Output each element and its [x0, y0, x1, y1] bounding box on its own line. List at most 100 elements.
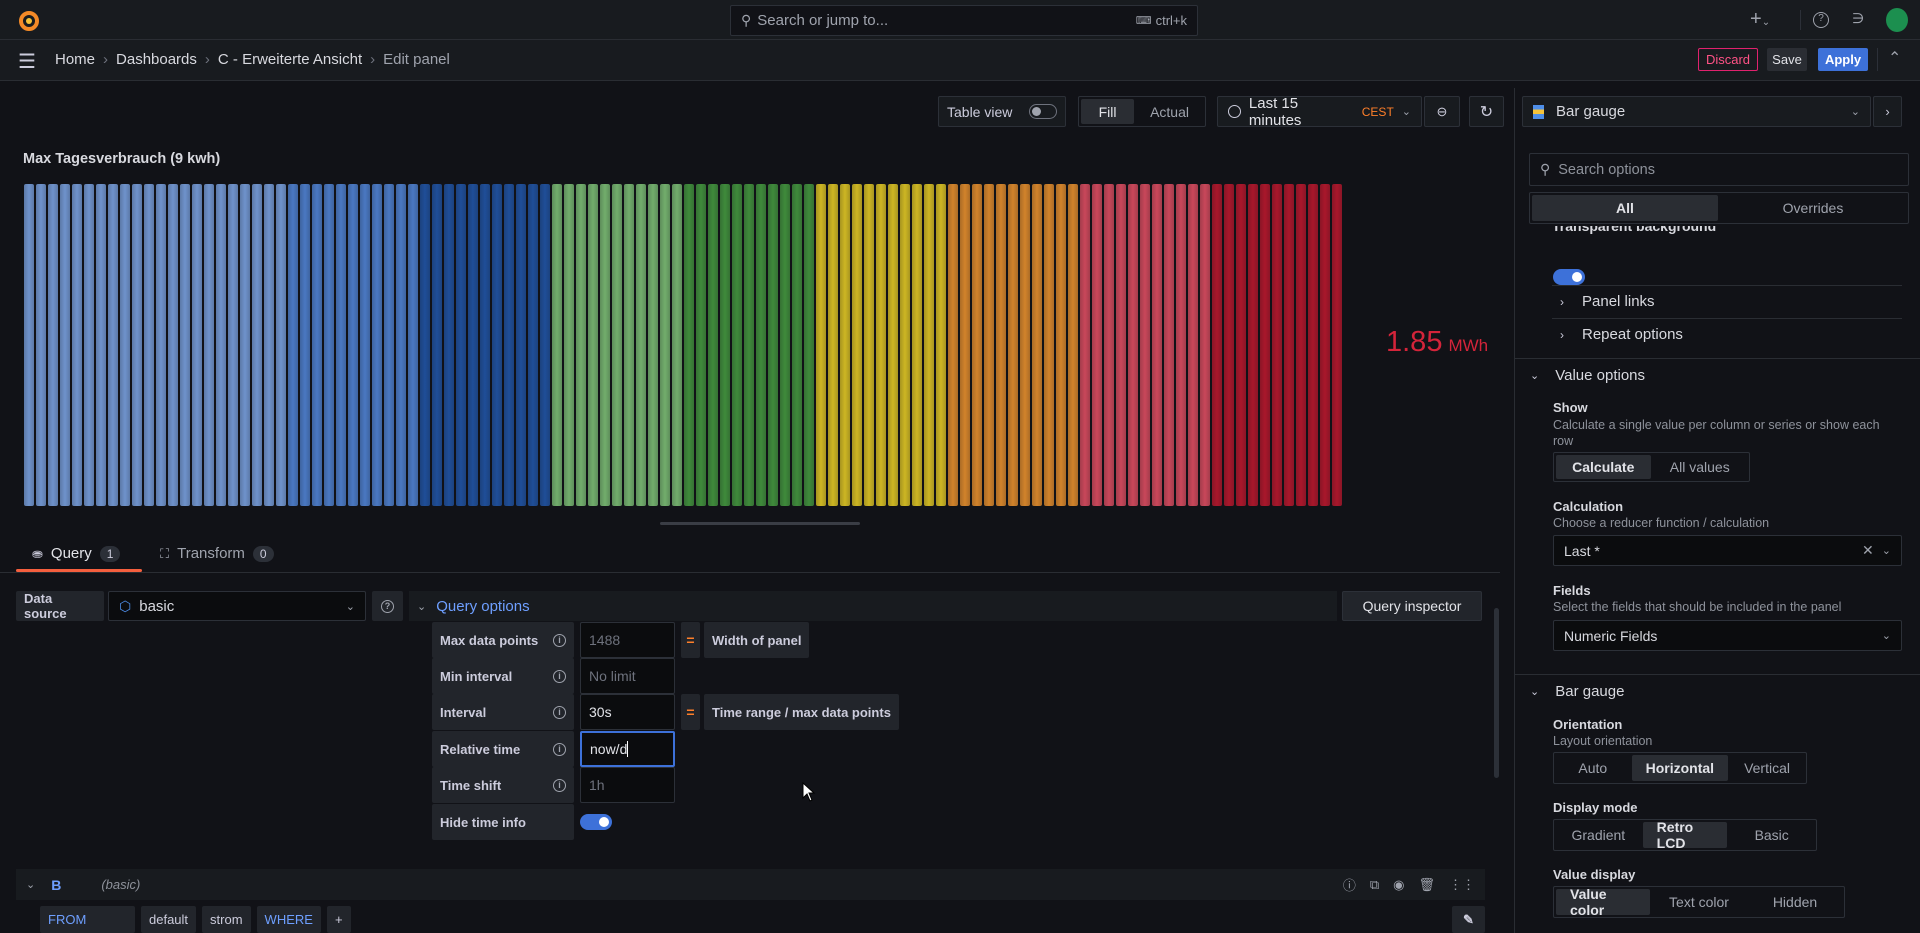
breadcrumb-dashboards[interactable]: Dashboards	[116, 51, 197, 68]
trash-icon[interactable]: 🗑	[1418, 876, 1435, 892]
calculation-label: Calculation	[1553, 499, 1624, 514]
value-unit: MWh	[1448, 336, 1489, 355]
query-inspector-button[interactable]: Query inspector	[1342, 591, 1482, 621]
display-retro-lcd[interactable]: Retro LCD	[1642, 819, 1728, 851]
panel-resize-handle[interactable]	[660, 522, 860, 525]
info-icon[interactable]: i	[553, 705, 566, 719]
option-input[interactable]: No limit	[580, 658, 675, 694]
menu-icon[interactable]: ☰	[18, 51, 36, 73]
chevron-down-icon[interactable]: ⌄	[26, 879, 36, 891]
chevron-up-icon[interactable]: ⌃	[1888, 50, 1902, 67]
rss-icon[interactable]: ∋	[1852, 10, 1865, 26]
info-icon[interactable]: i	[553, 742, 566, 756]
datasource-help-button[interactable]: ?	[372, 591, 403, 621]
gauge-cell	[1248, 184, 1258, 506]
info-icon[interactable]: i	[553, 669, 566, 683]
visualization-picker[interactable]: Bar gauge ⌄	[1522, 96, 1871, 127]
gauge-cell	[1140, 184, 1150, 506]
panel-links-section[interactable]: › Panel links	[1560, 293, 1655, 310]
toggle-switch[interactable]	[1029, 104, 1057, 119]
transparent-background-toggle[interactable]	[1553, 269, 1585, 285]
orientation-vertical[interactable]: Vertical	[1744, 760, 1790, 776]
edit-query-button[interactable]: ✎	[1452, 906, 1485, 933]
help-icon[interactable]: ?	[1813, 12, 1829, 28]
tab-transform[interactable]: ⛶ Transform 0	[160, 545, 274, 562]
breadcrumb-dashboard[interactable]: C - Erweiterte Ansicht	[217, 51, 363, 68]
query-row-b[interactable]: ⌄ B (basic) ⓘ ⧉ ◉ 🗑 ⋮⋮	[16, 869, 1485, 900]
gauge-cell	[1164, 184, 1174, 506]
info-icon[interactable]: i	[553, 778, 566, 792]
orientation-auto[interactable]: Auto	[1578, 760, 1608, 776]
save-button[interactable]: Save	[1767, 48, 1807, 71]
option-input[interactable]: 1488	[580, 622, 675, 658]
value-number: 1.85	[1386, 326, 1443, 358]
query-scrollbar[interactable]	[1494, 608, 1499, 778]
calculation-select[interactable]: Last * ✕ ⌄	[1553, 535, 1902, 566]
hide-time-info-toggle[interactable]	[580, 814, 612, 830]
option-input[interactable]: 1h	[580, 767, 675, 803]
info-icon[interactable]: i	[553, 633, 566, 647]
show-label: Show	[1553, 400, 1588, 415]
breadcrumb-home[interactable]: Home	[55, 51, 96, 68]
option-input[interactable]: 30s	[580, 694, 675, 730]
discard-button[interactable]: Discard	[1698, 48, 1758, 71]
value-display-radio[interactable]: Value color Text color Hidden	[1553, 886, 1845, 918]
gauge-cell	[708, 184, 718, 506]
tab-query[interactable]: ⛂ Query 1	[32, 545, 121, 562]
option-input[interactable]: now/d	[580, 731, 675, 767]
zoom-out-button[interactable]: ⊖	[1424, 96, 1460, 127]
gauge-cell	[1080, 184, 1090, 506]
fill-option[interactable]: Fill	[1081, 99, 1135, 124]
value-display-text-color[interactable]: Text color	[1669, 894, 1729, 910]
clear-icon[interactable]: ✕	[1862, 542, 1874, 558]
orientation-horizontal[interactable]: Horizontal	[1631, 755, 1729, 781]
avatar[interactable]	[1886, 8, 1908, 32]
repeat-options-section[interactable]: › Repeat options	[1560, 326, 1683, 343]
duplicate-icon[interactable]: ⧉	[1369, 876, 1380, 892]
actual-option[interactable]: Actual	[1150, 103, 1189, 120]
display-basic[interactable]: Basic	[1754, 827, 1789, 843]
collapse-options-button[interactable]: ›	[1873, 96, 1902, 127]
gauge-cell	[588, 184, 598, 506]
option-value: 1h	[589, 777, 605, 793]
gauge-cell	[684, 184, 694, 506]
bar-gauge-header[interactable]: ⌄ Bar gauge	[1530, 683, 1624, 700]
gauge-cell	[1104, 184, 1114, 506]
value-options-header[interactable]: ⌄ Value options	[1530, 367, 1645, 384]
options-tabs[interactable]: All Overrides	[1529, 192, 1909, 224]
fields-select[interactable]: Numeric Fields ⌄	[1553, 620, 1902, 651]
value-display-value-color[interactable]: Value color	[1556, 886, 1650, 918]
fill-actual-toggle[interactable]: Fill Actual	[1078, 96, 1206, 127]
display-gradient[interactable]: Gradient	[1571, 827, 1626, 843]
plus-icon[interactable]: +⌄	[1750, 8, 1771, 30]
help-icon[interactable]: ⓘ	[1342, 878, 1356, 893]
search-bar[interactable]: ⚲ Search or jump to... ⌨ ctrl+k	[730, 5, 1198, 36]
gauge-cell	[1116, 184, 1126, 506]
datasource-select[interactable]: ⬡ basic ⌄	[108, 591, 366, 621]
eye-icon[interactable]: ◉	[1393, 876, 1405, 892]
drag-handle-icon[interactable]: ⋮⋮	[1449, 876, 1475, 892]
show-radio[interactable]: Calculate All values	[1553, 452, 1750, 482]
orientation-radio[interactable]: Auto Horizontal Vertical	[1553, 752, 1807, 784]
show-all-values[interactable]: All values	[1669, 459, 1730, 475]
retention-policy-select[interactable]: default	[141, 906, 197, 933]
add-condition-button[interactable]: +	[326, 906, 351, 933]
apply-button[interactable]: Apply	[1818, 48, 1868, 71]
query-options-header[interactable]: ⌄ Query options	[409, 591, 1337, 621]
display-mode-radio[interactable]: Gradient Retro LCD Basic	[1553, 819, 1817, 851]
tab-overrides[interactable]: Overrides	[1782, 200, 1844, 216]
show-calculate[interactable]: Calculate	[1556, 455, 1651, 479]
grafana-logo[interactable]	[18, 8, 40, 32]
tab-all[interactable]: All	[1532, 195, 1718, 221]
gauge-cell	[348, 184, 358, 506]
measurement-select[interactable]: strom	[202, 906, 251, 933]
time-picker[interactable]: Last 15 minutes CEST ⌄	[1217, 95, 1422, 129]
refresh-button[interactable]: ↻	[1469, 96, 1504, 127]
gauge-cell	[408, 184, 418, 506]
gauge-cell	[816, 184, 826, 506]
search-options-input[interactable]: ⚲ Search options	[1529, 153, 1909, 186]
gauge-cell	[468, 184, 478, 506]
query-ref-id[interactable]: B	[51, 876, 62, 893]
value-display-hidden[interactable]: Hidden	[1772, 894, 1818, 910]
table-view-toggle[interactable]: Table view	[938, 96, 1066, 127]
